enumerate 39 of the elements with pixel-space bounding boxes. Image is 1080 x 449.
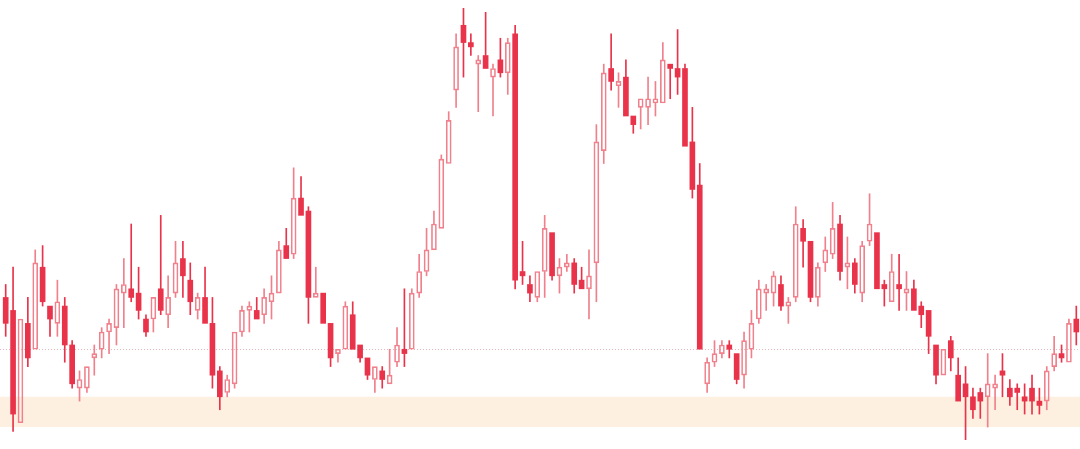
candlestick — [128, 223, 135, 303]
candlestick — [253, 297, 260, 320]
candlestick — [216, 366, 223, 411]
candlestick — [933, 344, 939, 385]
candlestick — [837, 215, 843, 281]
candlestick — [851, 258, 858, 294]
candlestick — [320, 292, 327, 324]
candlestick — [696, 163, 703, 350]
candlestick — [623, 59, 629, 117]
candlestick — [1029, 374, 1035, 415]
candlestick — [527, 275, 533, 303]
candlestick — [69, 340, 75, 389]
candlestick — [955, 357, 961, 402]
candlestick — [468, 33, 474, 56]
candlestick — [549, 232, 555, 281]
candlestick — [682, 63, 688, 147]
candlestick — [143, 314, 149, 337]
candlestick — [47, 305, 53, 337]
candlestick — [726, 340, 733, 359]
candlestick — [571, 258, 578, 294]
candlestick — [61, 297, 68, 363]
candlestick — [512, 24, 518, 290]
candlestick — [298, 176, 304, 216]
candlestick — [667, 63, 674, 100]
candlestick — [283, 227, 290, 259]
candlestick — [874, 232, 880, 290]
candlestick — [608, 33, 614, 91]
candlestick — [379, 366, 386, 389]
candlestick — [778, 275, 784, 311]
candlestick — [630, 115, 637, 134]
candlestick — [25, 297, 31, 367]
candlestick — [180, 240, 186, 298]
candlestick — [187, 262, 194, 316]
candlestick — [800, 219, 806, 268]
candlestick — [896, 253, 902, 311]
candlestick — [1073, 305, 1080, 346]
candlestick — [157, 215, 164, 316]
candlestick — [202, 266, 208, 324]
candlestick — [947, 335, 954, 372]
